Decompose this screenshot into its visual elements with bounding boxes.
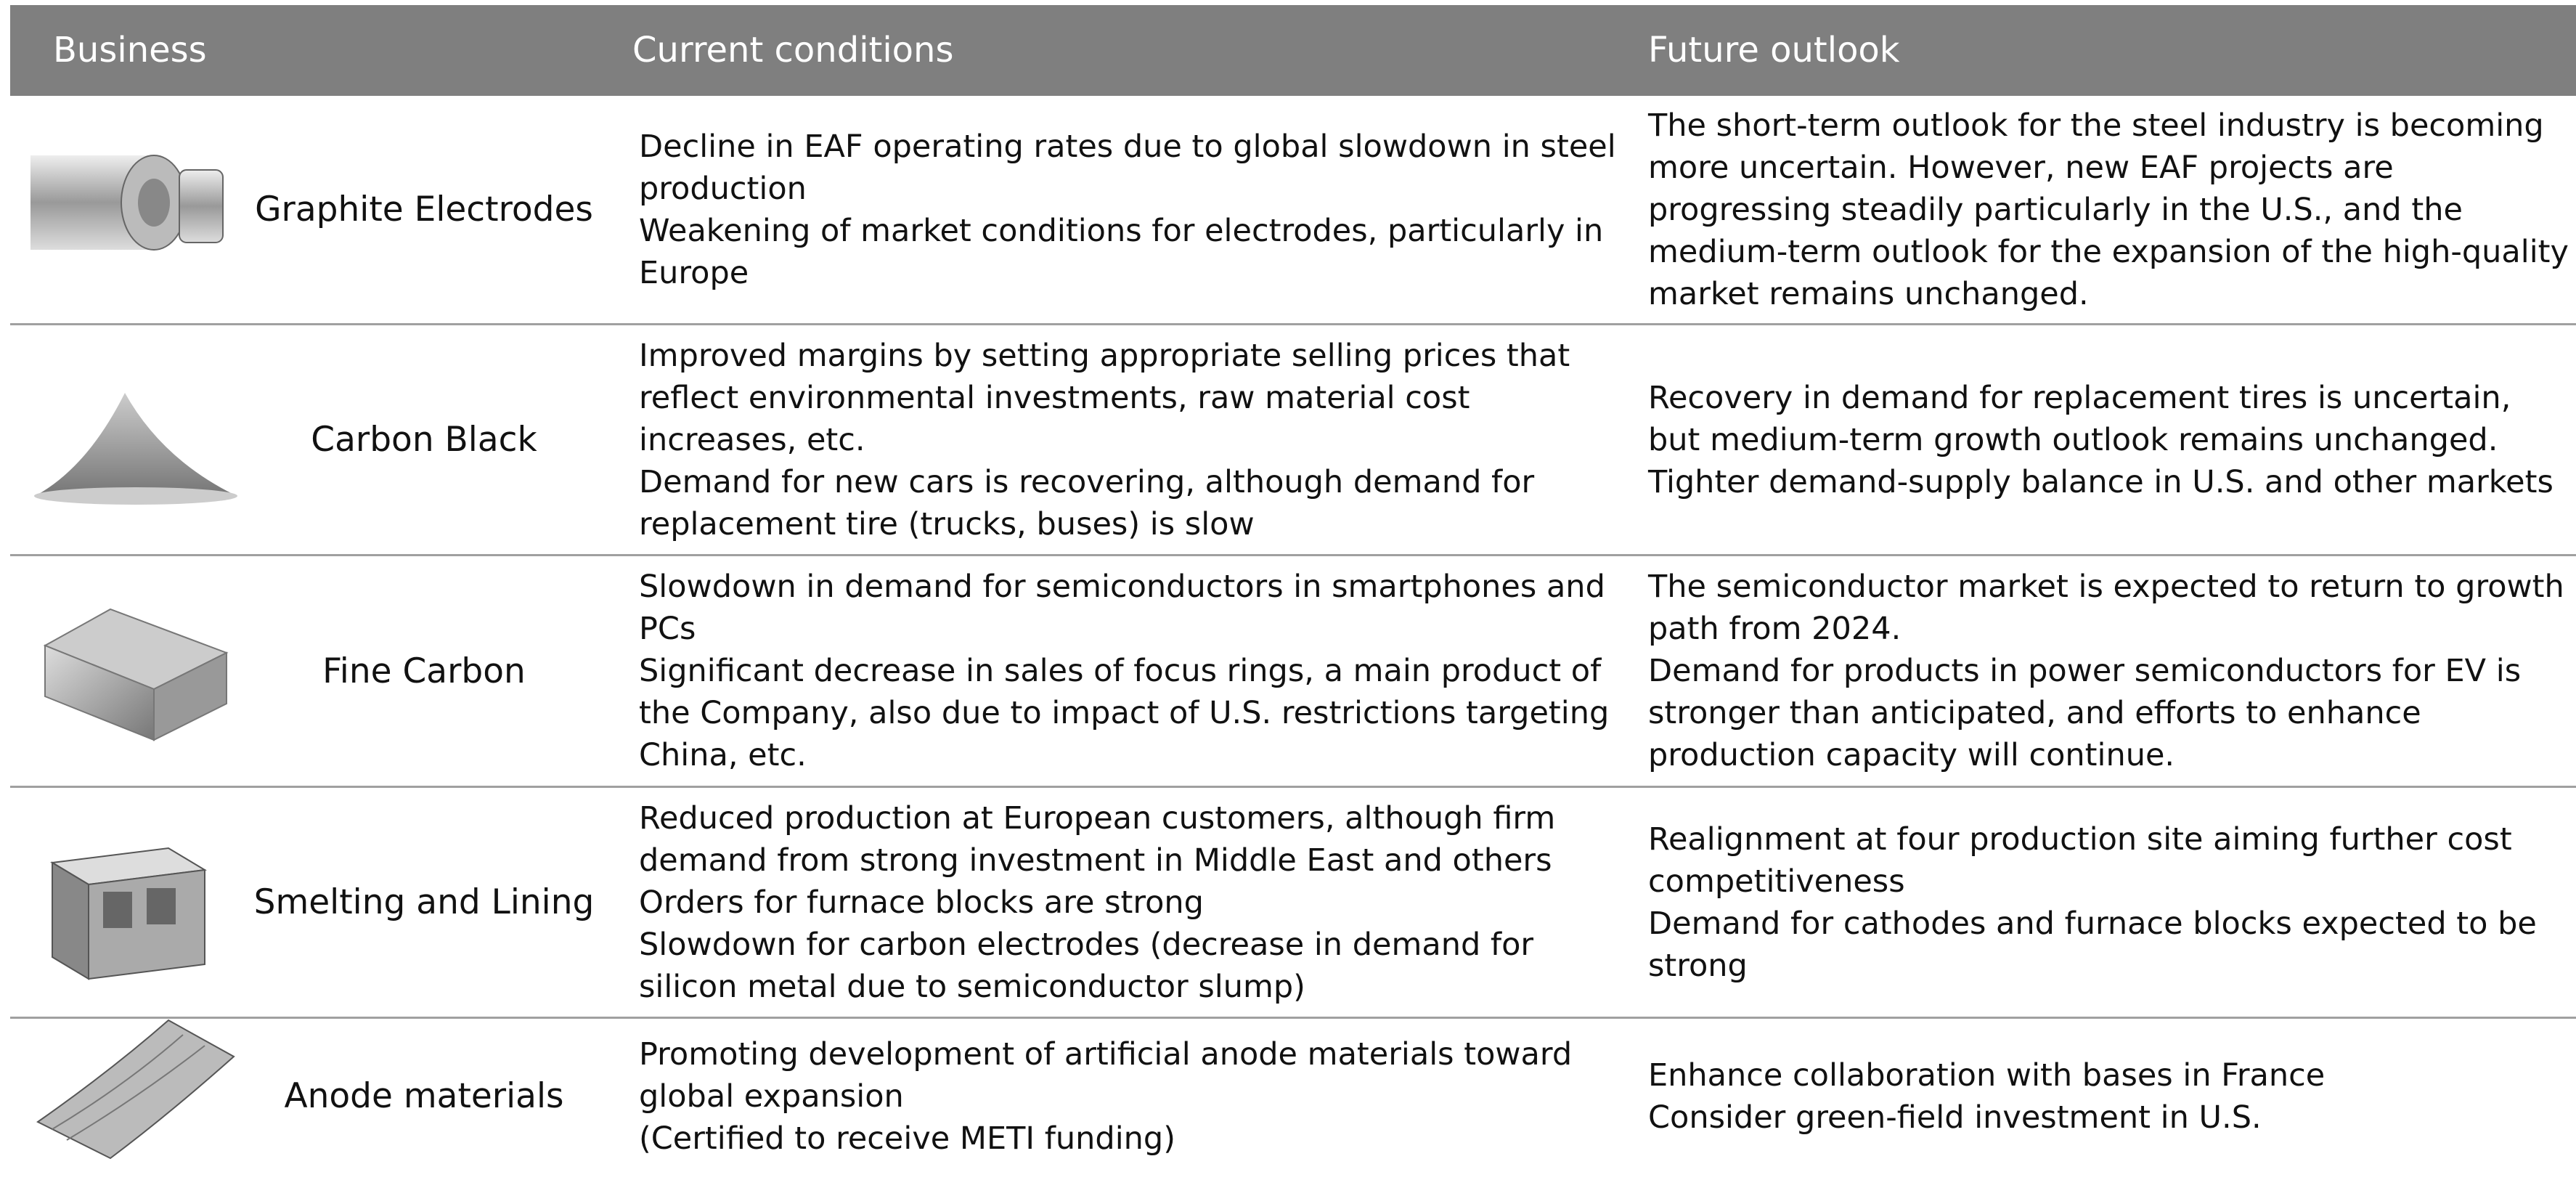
business-name: Graphite Electrodes xyxy=(255,190,593,229)
header-cell: Future outlook xyxy=(1648,30,1900,70)
condition-item: Weakening of market conditions for elect… xyxy=(639,212,1604,291)
table-row: Fine Carbon Slowdown in demand for semico… xyxy=(10,556,2576,788)
future-outlook: Recovery in demand for replacement tires… xyxy=(1648,325,2570,554)
outlook-item: Consider green-field investment in U.S. xyxy=(1648,1099,2262,1136)
condition-item: Slowdown in demand for semiconductors in… xyxy=(639,569,1605,647)
table-header: Business Current conditions Future outlo… xyxy=(10,5,2576,96)
outlook-item: The short-term outlook for the steel ind… xyxy=(1648,107,2569,312)
condition-item: Slowdown for carbon electrodes (decrease… xyxy=(639,926,1534,1005)
header-cell: Business xyxy=(53,30,207,70)
table-row: Anode materials Promoting development of … xyxy=(10,1019,2576,1173)
condition-item: Reduced production at European customers… xyxy=(639,799,1556,879)
product-illustration xyxy=(50,847,207,980)
header-cell: Current conditions xyxy=(632,30,954,70)
outlook-item: Enhance collaboration with bases in Fran… xyxy=(1648,1057,2326,1094)
condition-item: Promoting development of artificial anod… xyxy=(639,1035,1573,1115)
product-illustration xyxy=(34,392,237,505)
condition-item: Significant decrease in sales of focus r… xyxy=(639,653,1610,773)
product-illustration xyxy=(43,608,229,741)
table-row: Graphite Electrodes Decline in EAF operat… xyxy=(10,96,2576,325)
future-outlook: Enhance collaboration with bases in Fran… xyxy=(1648,1019,2570,1173)
business-name: Carbon Black xyxy=(311,420,537,460)
condition-item: Improved margins by setting appropriate … xyxy=(639,337,1570,458)
outlook-item: Tighter demand-supply balance in U.S. an… xyxy=(1648,463,2553,500)
current-conditions: Slowdown in demand for semiconductors in… xyxy=(639,556,1626,786)
outlook-item: Recovery in demand for replacement tires… xyxy=(1648,379,2511,458)
current-conditions: Improved margins by setting appropriate … xyxy=(639,325,1626,554)
outlook-item: Realignment at four production site aimi… xyxy=(1648,821,2512,900)
product-illustration xyxy=(36,1019,235,1159)
current-conditions: Decline in EAF operating rates due to gl… xyxy=(639,96,1626,323)
table-row: Smelting and Lining Reduced production at… xyxy=(10,788,2576,1019)
outlook-item: The semiconductor market is expected to … xyxy=(1648,569,2564,647)
outlook-item: Demand for cathodes and furnace blocks e… xyxy=(1648,905,2537,984)
product-illustration xyxy=(30,154,224,251)
business-name: Smelting and Lining xyxy=(253,882,595,922)
condition-item: Demand for new cars is recovering, altho… xyxy=(639,463,1535,542)
current-conditions: Promoting development of artificial anod… xyxy=(639,1019,1626,1173)
table-row: Carbon Black Improved margins by setting … xyxy=(10,325,2576,556)
business-name: Fine Carbon xyxy=(322,651,526,691)
future-outlook: The short-term outlook for the steel ind… xyxy=(1648,96,2570,323)
business-name: Anode materials xyxy=(284,1076,564,1116)
condition-item: Decline in EAF operating rates due to gl… xyxy=(639,128,1616,207)
future-outlook: The semiconductor market is expected to … xyxy=(1648,556,2570,786)
current-conditions: Reduced production at European customers… xyxy=(639,788,1626,1017)
future-outlook: Realignment at four production site aimi… xyxy=(1648,788,2570,1017)
condition-item: (Certified to receive METI funding) xyxy=(639,1120,1175,1157)
outlook-item: Demand for products in power semiconduct… xyxy=(1648,653,2522,773)
condition-item: Orders for furnace blocks are strong xyxy=(639,884,1204,921)
